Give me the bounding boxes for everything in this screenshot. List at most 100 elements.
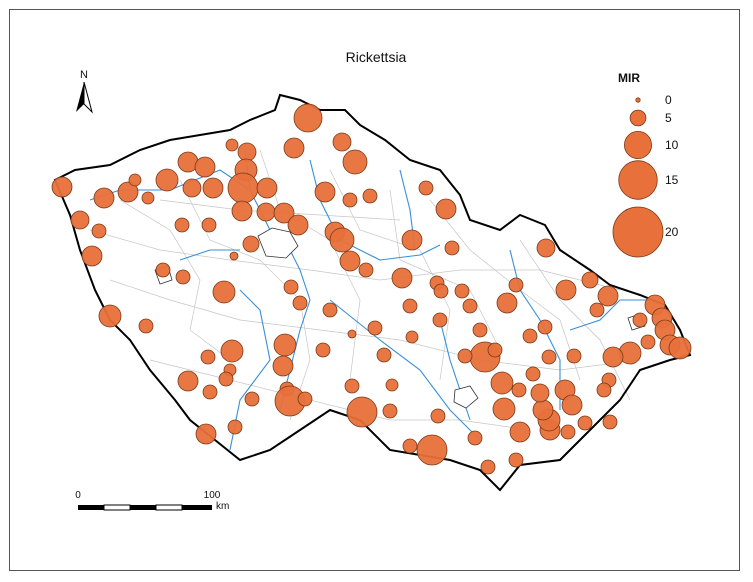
mir-marker — [287, 214, 309, 236]
mir-marker — [597, 285, 619, 307]
mir-marker — [220, 339, 244, 363]
mir-marker — [218, 371, 234, 387]
mir-marker — [496, 292, 518, 314]
mir-markers — [51, 103, 692, 475]
mir-marker — [401, 229, 423, 251]
mir-marker — [541, 349, 557, 365]
mir-marker — [444, 240, 460, 256]
mir-marker — [509, 421, 531, 443]
mir-marker — [51, 176, 73, 198]
mir-marker — [435, 198, 457, 220]
mir-marker — [418, 180, 434, 196]
mir-marker — [256, 177, 278, 199]
river-otava — [229, 289, 271, 451]
mir-marker — [229, 251, 239, 261]
mir-marker — [391, 267, 413, 289]
mir-marker — [194, 156, 216, 178]
mir-marker — [602, 414, 618, 430]
legend-symbol — [618, 160, 658, 200]
mir-marker — [530, 383, 550, 403]
mir-marker — [454, 283, 470, 299]
mir-marker — [536, 238, 556, 258]
city-prague — [257, 227, 299, 259]
mir-marker — [462, 298, 478, 314]
scale-unit: km — [216, 501, 229, 512]
mir-marker — [182, 178, 202, 198]
mir-marker — [416, 434, 448, 466]
mir-marker — [138, 318, 154, 334]
district-line — [389, 189, 501, 351]
mir-marker — [273, 202, 295, 224]
mir-marker — [195, 423, 217, 445]
mir-marker — [141, 191, 155, 205]
mir-marker — [297, 391, 313, 407]
mir-marker — [560, 424, 576, 440]
mir-marker — [342, 192, 358, 208]
mir-marker — [244, 391, 260, 407]
mir-marker — [432, 312, 448, 328]
mir-marker — [227, 172, 259, 204]
country-border — [53, 93, 692, 492]
district-line — [119, 199, 231, 361]
district-line — [519, 239, 631, 401]
river-odra — [569, 299, 650, 331]
mir-marker — [155, 262, 171, 278]
mir-marker — [522, 328, 538, 344]
north-label: N — [80, 69, 88, 81]
district-line — [89, 229, 621, 291]
mir-marker — [602, 346, 624, 368]
mir-marker — [577, 415, 593, 431]
mir-marker — [640, 334, 656, 350]
mir-marker — [237, 142, 257, 162]
mir-marker — [467, 430, 483, 446]
scale-segment — [78, 505, 104, 510]
mir-marker — [358, 262, 374, 278]
mir-marker — [155, 168, 179, 192]
river-vltava — [244, 149, 311, 411]
mir-marker — [532, 399, 554, 421]
mir-marker — [581, 271, 599, 289]
mir-marker — [200, 349, 216, 365]
mir-marker — [632, 312, 648, 328]
scale-segment — [130, 505, 156, 510]
mir-marker — [405, 330, 419, 344]
scale-bar: 0 100 km — [75, 490, 229, 512]
legend-label: 20 — [665, 225, 679, 239]
mir-marker — [385, 378, 399, 392]
mir-marker — [225, 138, 239, 152]
mir-marker — [273, 333, 297, 357]
mir-marker — [525, 366, 541, 382]
district-line — [109, 279, 641, 371]
mir-marker — [433, 283, 449, 299]
district-line — [329, 169, 451, 381]
mir-marker — [589, 302, 605, 318]
map-frame — [9, 9, 740, 571]
mir-marker — [329, 227, 355, 253]
mir-marker — [242, 235, 260, 253]
scale-segment — [103, 504, 131, 511]
legend-symbol — [629, 109, 647, 127]
mir-marker — [596, 382, 612, 398]
mir-marker — [93, 187, 115, 209]
mir-marker — [314, 181, 336, 203]
river-jihlava — [329, 299, 481, 441]
mir-marker — [362, 188, 378, 204]
mir-marker — [201, 217, 217, 233]
mir-marker — [272, 355, 294, 377]
mir-marker — [561, 394, 583, 416]
mir-marker — [490, 371, 514, 395]
mir-marker — [382, 403, 398, 419]
mir-marker — [344, 378, 360, 394]
scale-label-end: 100 — [204, 490, 221, 501]
mir-marker — [508, 452, 524, 468]
mir-marker — [202, 384, 218, 400]
mir-marker — [472, 322, 488, 338]
mir-marker — [292, 295, 308, 311]
mir-marker — [367, 320, 383, 336]
mir-marker — [128, 173, 142, 187]
legend-label: 10 — [665, 138, 679, 152]
mir-marker — [293, 103, 323, 133]
mir-marker — [508, 277, 524, 293]
mir-marker — [98, 304, 122, 328]
map-title: Rickettsia — [346, 49, 407, 65]
